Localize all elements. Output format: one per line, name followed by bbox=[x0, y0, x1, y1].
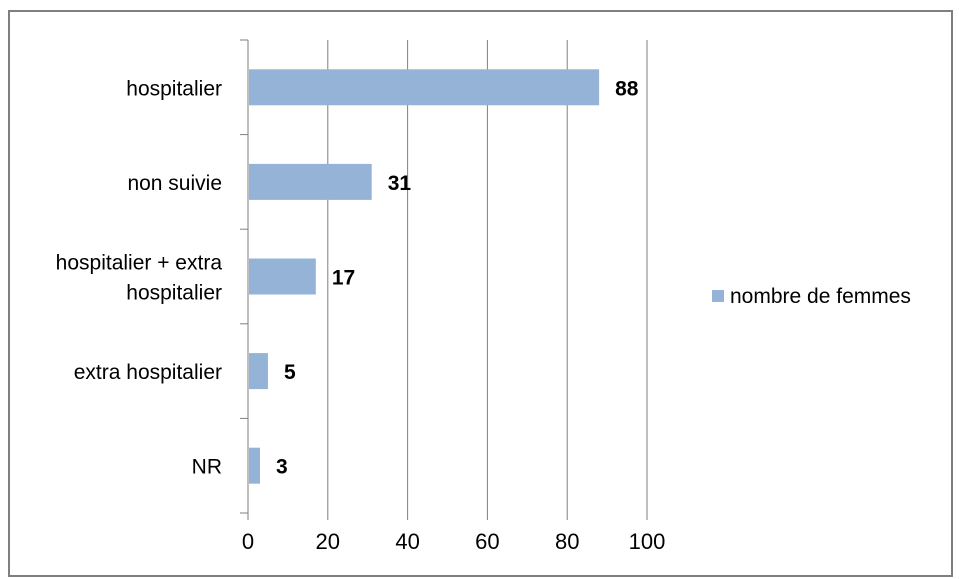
category-label: hospitalier + extra hospitalier bbox=[56, 252, 223, 305]
data-label: 17 bbox=[332, 267, 355, 290]
legend-label: nombre de femmes bbox=[730, 285, 911, 308]
data-label: 88 bbox=[615, 77, 639, 100]
category-label: non suivie bbox=[127, 172, 222, 195]
category-label: hospitalier bbox=[126, 77, 222, 100]
bar bbox=[249, 69, 600, 106]
data-label: 5 bbox=[284, 361, 296, 384]
x-tick-label: 40 bbox=[395, 529, 419, 554]
category-label: extra hospitalier bbox=[74, 361, 222, 384]
x-tick-label: 20 bbox=[316, 529, 340, 554]
x-tick-label: 80 bbox=[555, 529, 579, 554]
axes bbox=[240, 39, 648, 520]
x-tick-label: 0 bbox=[242, 529, 254, 554]
category-label: NR bbox=[192, 456, 222, 479]
bar bbox=[249, 447, 260, 484]
gridlines bbox=[327, 40, 648, 513]
x-tick-label: 100 bbox=[629, 529, 666, 554]
bar bbox=[249, 163, 372, 200]
labels: 0 20 40 60 80 100 88 hospitalier 31 non suivie 17 h… bbox=[56, 77, 666, 554]
data-label: 3 bbox=[276, 456, 288, 479]
legend-swatch bbox=[712, 290, 724, 302]
bars bbox=[249, 69, 600, 484]
legend: nombre de femmes bbox=[712, 285, 911, 308]
x-tick-label: 60 bbox=[475, 529, 499, 554]
data-label: 31 bbox=[388, 172, 412, 195]
bar bbox=[249, 353, 268, 390]
bar bbox=[249, 258, 316, 295]
